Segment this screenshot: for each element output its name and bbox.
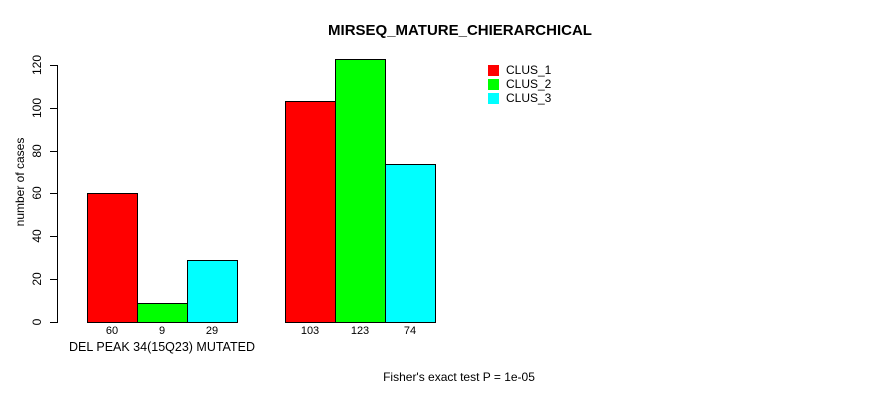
y-tick-label: 60 <box>30 186 44 201</box>
bar-value-label: 123 <box>350 325 370 337</box>
y-tick-mark <box>50 107 57 109</box>
bar-value-label: 9 <box>158 325 166 337</box>
chart-title: MIRSEQ_MATURE_CHIERARCHICAL <box>328 22 592 39</box>
x-axis-group-label: DEL PEAK 34(15Q23) MUTATED <box>69 340 255 354</box>
fisher-test-annotation: Fisher's exact test P = 1e-05 <box>383 370 535 384</box>
bar-clus_1-group1 <box>87 193 138 323</box>
legend-swatch-clus-3-icon <box>488 92 499 104</box>
y-axis-label: number of cases <box>13 137 27 227</box>
legend-label-clus-3: CLUS_3 <box>506 91 552 105</box>
y-axis-line <box>57 64 58 323</box>
legend: CLUS_1 CLUS_2 CLUS_3 <box>488 63 551 105</box>
y-tick-mark <box>50 64 57 66</box>
bar-clus_3-group1 <box>187 260 238 323</box>
bar-value-label: 74 <box>403 325 417 337</box>
bar-clus_2-group1 <box>137 303 188 323</box>
y-tick-mark <box>50 279 57 281</box>
bar-clus_3-group2 <box>385 164 436 323</box>
legend-swatch-clus-2-icon <box>488 78 499 90</box>
y-tick-mark <box>50 193 57 195</box>
bar-value-label: 60 <box>105 325 119 337</box>
y-tick-label: 20 <box>30 272 44 286</box>
y-tick-mark <box>50 322 57 323</box>
y-tick-label: 80 <box>30 143 44 158</box>
bar-clus_2-group2 <box>335 59 386 323</box>
y-tick-label: 0 <box>30 318 44 326</box>
legend-label-clus-1: CLUS_1 <box>506 63 552 77</box>
legend-item-clus-2: CLUS_2 <box>488 77 551 91</box>
bar-value-label: 29 <box>205 325 219 337</box>
legend-swatch-clus-1-icon <box>488 64 499 76</box>
legend-item-clus-1: CLUS_1 <box>488 63 551 77</box>
bar-value-label: 103 <box>300 325 320 337</box>
y-tick-label: 120 <box>30 54 44 75</box>
bar-clus_1-group2 <box>285 101 336 323</box>
y-tick-mark <box>50 150 57 152</box>
y-tick-label: 40 <box>30 229 44 244</box>
legend-label-clus-2: CLUS_2 <box>506 77 552 91</box>
y-tick-mark <box>50 236 57 238</box>
y-tick-label: 100 <box>30 97 44 118</box>
legend-item-clus-3: CLUS_3 <box>488 91 551 105</box>
